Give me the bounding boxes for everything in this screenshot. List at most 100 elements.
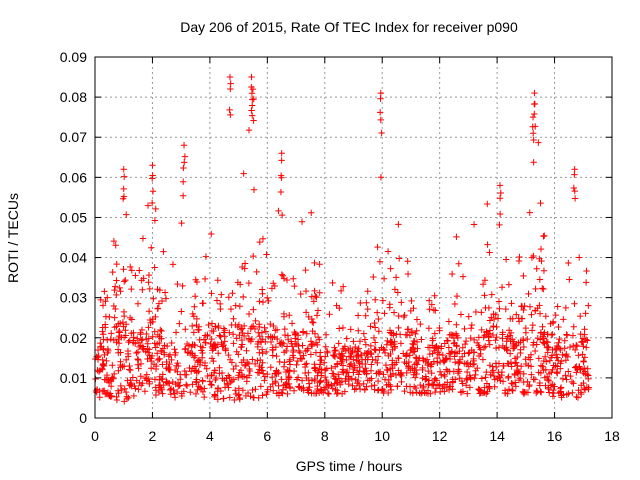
- data-point: [539, 363, 546, 370]
- data-point: [480, 389, 487, 397]
- data-point: [357, 299, 364, 307]
- data-point: [444, 337, 452, 345]
- data-point: [419, 366, 426, 374]
- data-point: [375, 328, 383, 335]
- data-point: [580, 343, 587, 350]
- data-point: [464, 376, 471, 384]
- data-point: [149, 175, 156, 182]
- data-point: [425, 367, 432, 375]
- data-point: [107, 383, 115, 390]
- data-point: [531, 100, 539, 108]
- data-point: [161, 342, 168, 349]
- data-point: [237, 344, 245, 351]
- data-point: [509, 342, 517, 350]
- data-point: [275, 382, 282, 390]
- data-point: [104, 336, 111, 344]
- data-point: [135, 386, 142, 393]
- data-point: [506, 350, 514, 357]
- data-point: [407, 307, 415, 315]
- data-point: [332, 376, 340, 383]
- data-point: [358, 356, 366, 363]
- data-point: [181, 153, 189, 160]
- data-point: [195, 326, 203, 334]
- data-point: [312, 390, 320, 397]
- data-point: [265, 297, 272, 305]
- data-point: [286, 356, 294, 363]
- data-point: [216, 300, 224, 308]
- data-point: [414, 345, 421, 352]
- data-point: [256, 298, 263, 305]
- data-point: [580, 364, 588, 372]
- data-point: [378, 129, 385, 137]
- data-point: [220, 395, 227, 402]
- data-point: [570, 184, 578, 192]
- data-point: [436, 327, 443, 334]
- data-point: [230, 315, 237, 322]
- data-point: [367, 349, 374, 357]
- data-point: [110, 336, 118, 344]
- data-point: [349, 382, 356, 389]
- data-point: [269, 373, 276, 381]
- data-point: [466, 384, 474, 391]
- data-point: [285, 336, 292, 343]
- data-point: [451, 359, 459, 366]
- data-point: [305, 389, 312, 396]
- data-point: [254, 357, 261, 364]
- data-point: [109, 268, 116, 276]
- data-point: [159, 390, 166, 397]
- data-point: [303, 360, 310, 367]
- data-point: [235, 391, 243, 398]
- data-point: [322, 376, 330, 384]
- data-point: [413, 316, 421, 323]
- data-point: [210, 340, 218, 348]
- data-point: [211, 393, 218, 401]
- data-point: [403, 331, 411, 339]
- data-point: [504, 360, 511, 367]
- data-point: [158, 348, 165, 355]
- data-point: [119, 363, 126, 370]
- data-point: [110, 237, 118, 245]
- data-point: [251, 360, 259, 368]
- data-point: [336, 325, 343, 332]
- data-point: [322, 367, 329, 374]
- data-point: [551, 383, 558, 390]
- data-point: [430, 306, 438, 314]
- data-point: [180, 142, 188, 149]
- data-point: [374, 359, 381, 367]
- data-point: [276, 340, 284, 347]
- data-point: [113, 291, 120, 299]
- data-point: [431, 376, 438, 384]
- data-point: [173, 388, 181, 396]
- data-point: [486, 385, 493, 392]
- data-point: [549, 319, 557, 327]
- data-point: [457, 311, 465, 318]
- data-point: [481, 292, 488, 299]
- data-point: [486, 317, 494, 324]
- data-point: [229, 331, 237, 338]
- data-point: [312, 349, 320, 356]
- data-point: [134, 361, 142, 368]
- data-point: [355, 358, 362, 365]
- data-point: [548, 331, 555, 339]
- data-point: [154, 305, 161, 312]
- data-point: [559, 351, 566, 359]
- data-point: [563, 391, 571, 399]
- data-point: [139, 235, 147, 242]
- data-point: [220, 325, 228, 332]
- data-point: [283, 276, 291, 284]
- data-point: [412, 384, 419, 392]
- data-point: [334, 389, 341, 397]
- data-point: [432, 375, 439, 382]
- data-point: [350, 369, 357, 376]
- data-point: [146, 352, 153, 359]
- data-point: [385, 376, 392, 384]
- data-point: [572, 364, 579, 371]
- data-point: [221, 327, 229, 334]
- data-point: [539, 339, 547, 346]
- data-point: [273, 390, 281, 397]
- data-point: [520, 389, 527, 396]
- data-point: [96, 367, 104, 374]
- data-point: [108, 375, 115, 382]
- data-point: [239, 387, 247, 394]
- data-point: [408, 329, 416, 336]
